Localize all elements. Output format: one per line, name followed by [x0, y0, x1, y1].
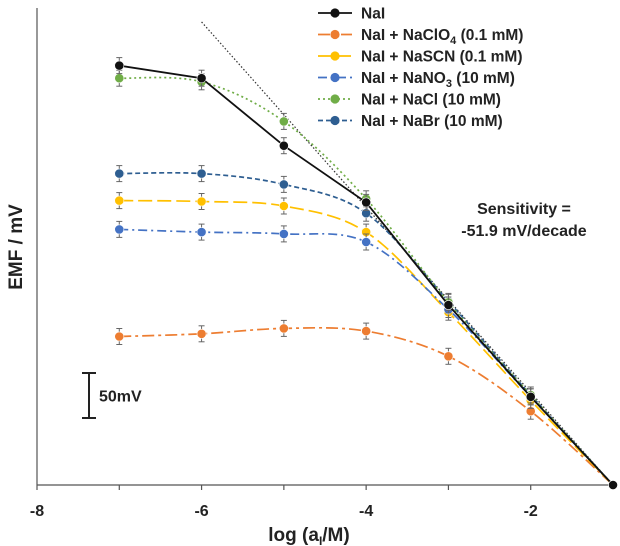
- legend-label: NaI + NaNO3 (10 mM): [361, 70, 515, 90]
- x-tick-label: -6: [194, 503, 208, 520]
- data-point: [279, 229, 288, 238]
- data-point: [279, 141, 288, 150]
- legend-item-3: NaI + NaSCN (0.1 mM): [318, 49, 523, 66]
- data-point: [115, 169, 124, 178]
- data-point: [444, 300, 453, 309]
- legend-item-5: NaI + NaCl (10 mM): [318, 92, 501, 109]
- data-point: [197, 228, 206, 237]
- data-point: [444, 352, 453, 361]
- data-point: [115, 74, 124, 83]
- legend-swatch-marker: [330, 73, 339, 82]
- data-point: [362, 237, 371, 246]
- legend-item-6: NaI + NaBr (10 mM): [318, 113, 503, 130]
- data-point: [279, 324, 288, 333]
- legend-swatch-marker: [330, 30, 339, 39]
- sensitivity-annotation-line-1: Sensitivity =: [477, 201, 571, 218]
- data-point: [526, 392, 535, 401]
- data-point: [197, 74, 206, 83]
- x-tick-label: -2: [524, 503, 538, 520]
- legend-item-2: NaI + NaClO4 (0.1 mM): [318, 27, 523, 47]
- sensitivity-annotation-line-2: -51.9 mV/decade: [461, 223, 587, 240]
- legend: NaI NaI + NaClO4 (0.1 mM) NaI + NaSCN (0.1…: [318, 6, 523, 131]
- legend-label: NaI: [361, 6, 385, 23]
- data-point: [115, 225, 124, 234]
- data-point: [115, 332, 124, 341]
- data-point: [608, 480, 617, 489]
- legend-label: NaI + NaCl (10 mM): [361, 92, 501, 109]
- scale-bar: 50mV: [82, 373, 142, 418]
- legend-label: NaI + NaBr (10 mM): [361, 113, 503, 130]
- series-line: [119, 78, 613, 485]
- x-tick-label: -4: [359, 503, 373, 520]
- x-tick-label: -8: [30, 503, 44, 520]
- data-point: [362, 198, 371, 207]
- data-point: [279, 180, 288, 189]
- data-point: [115, 61, 124, 70]
- legend-swatch-marker: [330, 8, 339, 17]
- scale-bar-label: 50mV: [99, 389, 142, 406]
- legend-label: NaI + NaSCN (0.1 mM): [361, 49, 523, 66]
- legend-swatch-marker: [330, 116, 339, 125]
- legend-item-1: NaI: [318, 6, 385, 23]
- data-point: [197, 169, 206, 178]
- series-4: [115, 221, 618, 489]
- axes-group: -8 -6 -4 -2 log (aI/M) EMF / mV: [6, 8, 613, 546]
- data-point: [115, 196, 124, 205]
- legend-swatch-marker: [330, 94, 339, 103]
- data-point: [197, 197, 206, 206]
- data-point: [362, 327, 371, 336]
- data-point: [279, 201, 288, 210]
- x-axis-title: log (aI/M): [268, 525, 349, 546]
- legend-label: NaI + NaClO4 (0.1 mM): [361, 27, 523, 47]
- legend-swatch-marker: [330, 51, 339, 60]
- data-point: [279, 117, 288, 126]
- y-axis-title: EMF / mV: [6, 204, 27, 290]
- series-line: [119, 229, 613, 485]
- legend-item-4: NaI + NaNO3 (10 mM): [318, 70, 515, 90]
- series-5: [115, 70, 618, 489]
- data-point: [197, 329, 206, 338]
- series-2: [115, 320, 618, 489]
